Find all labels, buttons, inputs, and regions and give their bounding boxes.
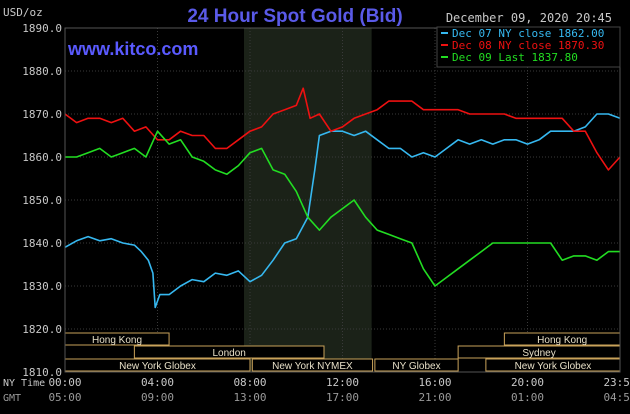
gmt-row-label: GMT	[3, 393, 21, 404]
series-line-2	[64, 87, 621, 171]
x-tick-label-gmt: 05:00	[48, 391, 81, 404]
x-tick-label-ny: 08:00	[233, 376, 266, 389]
x-tick-label-ny: 00:00	[48, 376, 81, 389]
legend-entry: Dec 07 NY close 1862.00	[452, 27, 604, 40]
legend-box	[436, 26, 621, 68]
y-tick-label: 1830.0	[22, 280, 62, 293]
session-label: New York Globex	[119, 361, 196, 372]
chart-title: 24 Hour Spot Gold (Bid)	[187, 6, 402, 27]
x-tick-label-ny: 12:00	[326, 376, 359, 389]
series-layer	[64, 87, 621, 309]
x-tick-label-ny: 04:00	[141, 376, 174, 389]
session-label: London	[213, 348, 246, 359]
x-tick-label-ny: 16:00	[418, 376, 451, 389]
x-tick-label-gmt: 01:00	[511, 391, 544, 404]
ny-time-row-label: NY Time	[3, 378, 45, 389]
x-tick-label-gmt: 17:00	[326, 391, 359, 404]
y-tick-label: 1870.0	[22, 108, 62, 121]
x-tick-label-gmt: 09:00	[141, 391, 174, 404]
y-tick-label: 1850.0	[22, 194, 62, 207]
y-tick-label: 1880.0	[22, 65, 62, 78]
x-tick-label-gmt: 21:00	[418, 391, 451, 404]
x-tick-label-gmt: 13:00	[233, 391, 266, 404]
session-band	[251, 358, 374, 372]
session-label: Hong Kong	[92, 335, 142, 346]
plot-frame	[64, 27, 621, 373]
axes-layer: 1810.0 1820.0 1830.0 1840.0 1850.0 1860.0 1870…	[3, 22, 630, 404]
y-tick-label: 1820.0	[22, 323, 62, 336]
x-tick-label-gmt: 04:59	[603, 391, 630, 404]
y-tick-label: 1840.0	[22, 237, 62, 250]
session-band	[374, 358, 459, 372]
session-band	[133, 345, 325, 359]
series-line-1	[64, 113, 621, 309]
sessions-layer: Hong Kong Hong Kong London Sydney New York G…	[64, 332, 621, 372]
session-label: New York NYMEX	[272, 361, 353, 372]
brand-url[interactable]: www.kitco.com	[67, 39, 198, 59]
date-label: December 09, 2020 20:45	[446, 11, 612, 25]
series-line-3	[65, 130, 620, 287]
session-label: Sydney	[522, 348, 555, 359]
y-tick-label: 1890.0	[22, 22, 62, 35]
session-label: Hong Kong	[537, 335, 587, 346]
legend-entry: Dec 09 Last 1837.80	[452, 51, 578, 64]
y-tick-label: 1860.0	[22, 151, 62, 164]
legend-entry: Dec 08 NY close 1870.30	[452, 39, 604, 52]
x-tick-label-ny: 20:00	[511, 376, 544, 389]
x-tick-label-ny: 23:59	[603, 376, 630, 389]
session-label: NY Globex	[392, 361, 440, 372]
y-axis-unit-label: USD/oz	[3, 6, 43, 19]
y-tick-label: 1810.0	[22, 366, 62, 379]
session-label: New York Globex	[515, 361, 592, 372]
